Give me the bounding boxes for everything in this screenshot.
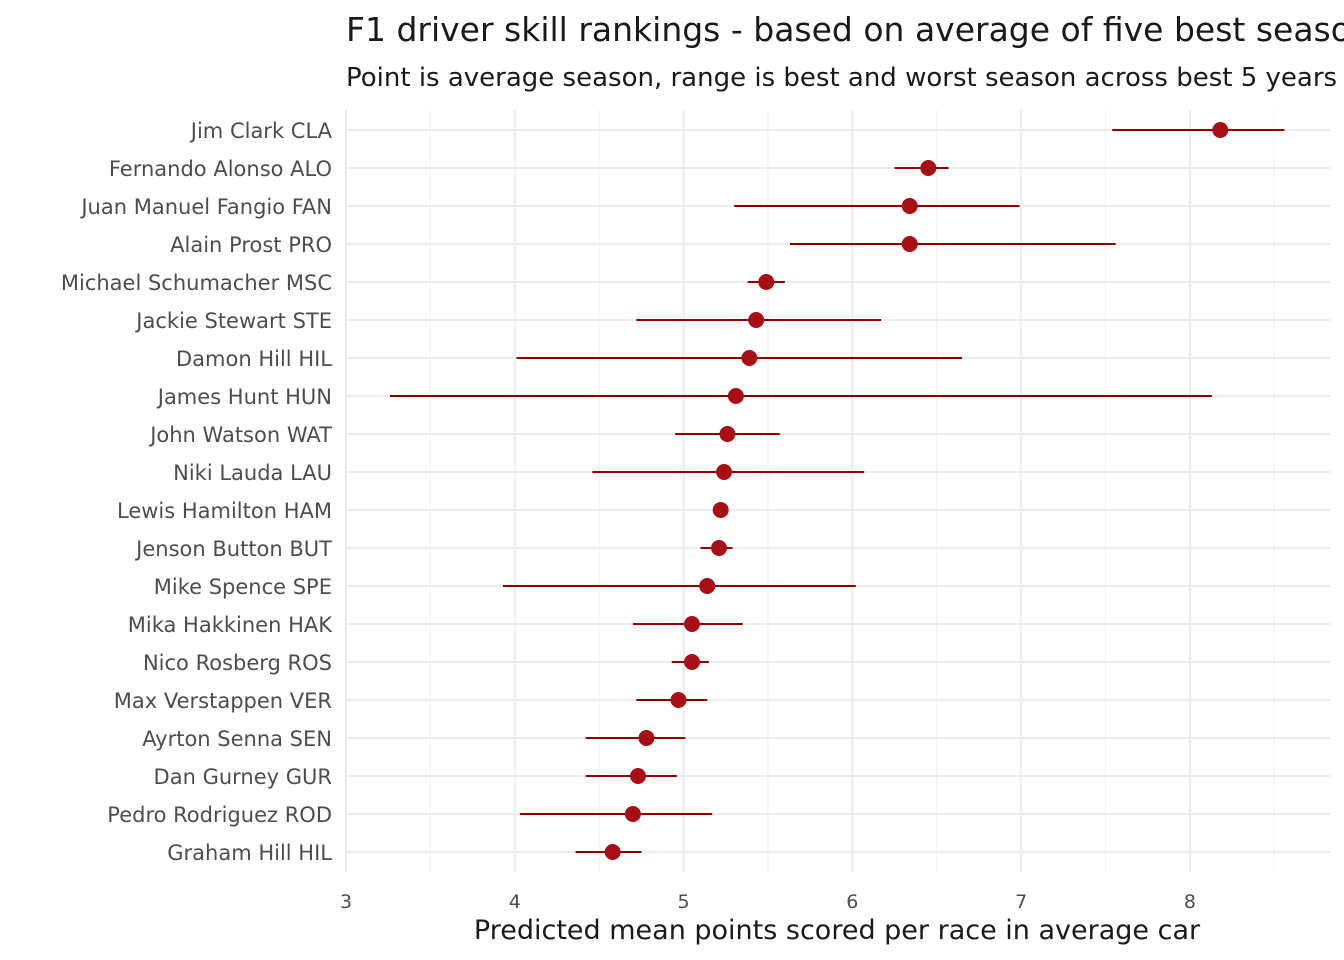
x-tick-label: 3 [340, 891, 352, 913]
data-point [901, 236, 918, 252]
data-point [684, 616, 701, 632]
y-tick-label: Max Verstappen VER [114, 689, 332, 713]
x-axis-label: Predicted mean points scored per race in… [474, 915, 1201, 946]
data-point [920, 160, 937, 176]
data-point [711, 540, 728, 556]
points [604, 122, 1229, 860]
y-tick-label: James Hunt HUN [156, 385, 332, 409]
data-point [716, 464, 733, 480]
x-tick-label: 4 [509, 891, 521, 913]
data-point [699, 578, 716, 594]
y-tick-label: Ayrton Senna SEN [142, 727, 332, 751]
x-tick-label: 8 [1184, 891, 1196, 913]
y-tick-label: Juan Manuel Fangio FAN [79, 195, 332, 219]
data-point [727, 388, 744, 404]
data-point [624, 806, 641, 822]
y-tick-label: Alain Prost PRO [170, 233, 332, 257]
x-tick-label: 5 [678, 891, 690, 913]
data-point [748, 312, 765, 328]
data-point [684, 654, 701, 670]
data-point [758, 274, 775, 290]
y-tick-label: Nico Rosberg ROS [143, 651, 332, 675]
y-tick-label: Fernando Alonso ALO [109, 157, 332, 181]
data-point [741, 350, 758, 366]
y-tick-label: Niki Lauda LAU [173, 461, 332, 485]
data-point [1212, 122, 1229, 138]
data-point [638, 730, 655, 746]
x-tick-label: 6 [846, 891, 858, 913]
y-tick-label: Mike Spence SPE [154, 575, 332, 599]
y-tick-label: Pedro Rodriguez ROD [107, 803, 332, 827]
y-tick-label: Michael Schumacher MSC [61, 271, 332, 295]
data-point [670, 692, 687, 708]
y-tick-label: Jenson Button BUT [134, 537, 332, 561]
x-tick-labels: 3 4 5 6 7 8 [340, 891, 1196, 913]
y-tick-label: Dan Gurney GUR [154, 765, 332, 789]
data-point [629, 768, 646, 784]
y-tick-label: Jim Clark CLA [189, 119, 333, 143]
y-tick-label: Damon Hill HIL [176, 347, 332, 371]
y-tick-label: Graham Hill HIL [167, 841, 332, 865]
data-point [719, 426, 736, 442]
ranges [389, 129, 1285, 853]
y-tick-label: Lewis Hamilton HAM [117, 499, 332, 523]
chart-subtitle: Point is average season, range is best a… [346, 63, 1337, 93]
data-point [901, 198, 918, 214]
data-point [604, 844, 621, 860]
y-tick-label: Jackie Stewart STE [134, 309, 332, 333]
chart-title: F1 driver skill rankings - based on aver… [346, 10, 1344, 49]
y-tick-label: John Watson WAT [148, 423, 332, 447]
y-tick-labels: Jim Clark CLA Fernando Alonso ALO Juan Man… [61, 119, 333, 865]
y-tick-label: Mika Hakkinen HAK [128, 613, 333, 637]
x-tick-label: 7 [1015, 891, 1027, 913]
data-point [712, 502, 729, 518]
